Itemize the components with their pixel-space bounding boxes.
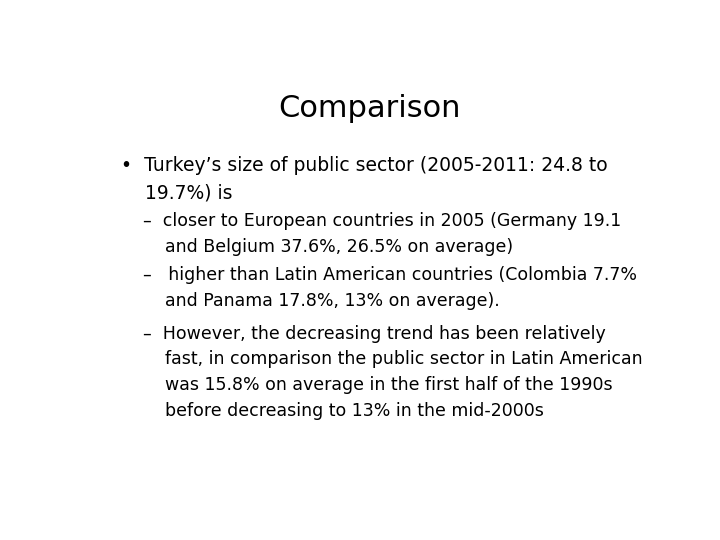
Text: –  However, the decreasing trend has been relatively
    fast, in comparison the: – However, the decreasing trend has been… [143, 325, 643, 420]
Text: Comparison: Comparison [278, 94, 460, 123]
Text: –   higher than Latin American countries (Colombia 7.7%
    and Panama 17.8%, 13: – higher than Latin American countries (… [143, 266, 637, 310]
Text: •  Turkey’s size of public sector (2005-2011: 24.8 to
    19.7%) is: • Turkey’s size of public sector (2005-2… [121, 156, 607, 202]
Text: –  closer to European countries in 2005 (Germany 19.1
    and Belgium 37.6%, 26.: – closer to European countries in 2005 (… [143, 212, 621, 256]
